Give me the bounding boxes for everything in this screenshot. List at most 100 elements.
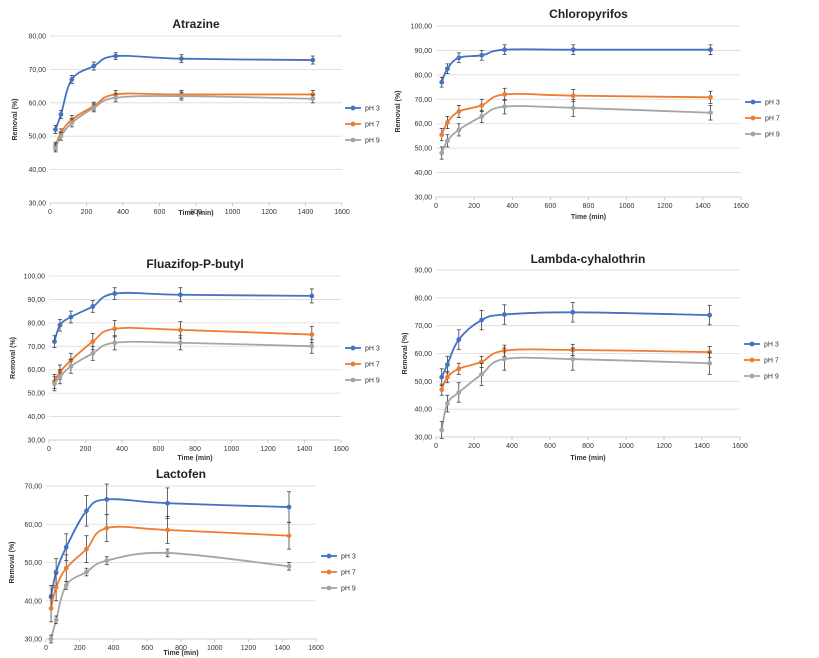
- legend-marker: [326, 569, 332, 575]
- chart-panel: Lactofen 30,00 40,00 50,00 60,00 70,00 0 200 400…: [9, 467, 356, 657]
- data-point: [286, 533, 292, 539]
- y-tick-label: 90,00: [414, 48, 432, 55]
- data-point: [113, 95, 119, 101]
- data-point: [53, 127, 58, 132]
- legend-label: pH 9: [341, 586, 356, 593]
- x-tick-label: 800: [190, 209, 202, 216]
- legend-label: pH 7: [365, 122, 380, 129]
- data-point: [502, 312, 507, 317]
- y-tick-label: 70,00: [414, 97, 432, 104]
- x-tick-label: 1600: [333, 446, 349, 453]
- data-point: [84, 569, 89, 575]
- y-tick-label: 80,00: [28, 34, 46, 41]
- data-point: [439, 132, 445, 138]
- x-tick-label: 1200: [656, 443, 672, 450]
- y-tick-label: 50,00: [414, 379, 432, 386]
- data-point: [58, 112, 64, 117]
- legend-label: pH 7: [341, 570, 356, 577]
- series-ph-7: [439, 343, 712, 396]
- data-point: [570, 105, 576, 111]
- x-tick-label: 1600: [732, 443, 748, 450]
- x-tick-label: 1000: [618, 443, 634, 450]
- x-tick-label: 1000: [207, 645, 223, 652]
- series-ph-9: [439, 98, 713, 160]
- y-tick-label: 90,00: [414, 268, 432, 275]
- legend-label: pH 3: [764, 342, 779, 349]
- legend-label: pH 9: [365, 138, 380, 145]
- data-point: [69, 77, 75, 82]
- x-tick-label: 800: [582, 443, 594, 450]
- data-point: [456, 127, 462, 133]
- chart-panel: Chloropyrifos 30,00 40,00 50,00 60,00 70,00 80…: [395, 7, 780, 221]
- data-point: [84, 546, 89, 552]
- data-point: [57, 322, 63, 328]
- data-point: [708, 94, 713, 100]
- x-tick-label: 800: [175, 645, 187, 652]
- data-point: [63, 583, 69, 588]
- data-point: [178, 340, 183, 346]
- data-point: [502, 92, 508, 97]
- chart-title: Fluazifop-P-butyl: [146, 257, 243, 271]
- y-tick-label: 70,00: [28, 67, 46, 74]
- y-tick-label: 60,00: [414, 351, 432, 358]
- legend-marker: [350, 361, 356, 367]
- chart-panel: Lambda-cyhalothrin 30,00 40,00 50,00 60,00 70…: [402, 252, 779, 462]
- y-axis-label: Removal (%): [9, 541, 16, 583]
- data-point: [502, 356, 507, 362]
- series-ph-7: [439, 87, 713, 142]
- series-line: [54, 92, 313, 147]
- x-tick-label: 0: [434, 203, 438, 210]
- x-tick-label: 600: [153, 446, 165, 453]
- data-point: [456, 109, 462, 114]
- legend-item: pH 3: [345, 346, 380, 353]
- legend-marker: [750, 99, 756, 105]
- y-tick-label: 60,00: [24, 522, 42, 529]
- y-axis-label: Removal (%): [10, 337, 17, 379]
- y-axis-label: Removal (%): [402, 332, 409, 374]
- legend-item: pH 7: [744, 358, 779, 365]
- data-point: [286, 563, 292, 569]
- y-tick-label: 100,00: [411, 24, 433, 31]
- data-point: [309, 343, 315, 349]
- legend-item: pH 7: [345, 122, 380, 129]
- legend-label: pH 9: [765, 132, 780, 139]
- series-ph-3: [439, 44, 713, 88]
- data-point: [570, 93, 576, 99]
- x-axis-label: Time (min): [178, 210, 213, 217]
- data-point: [445, 120, 450, 125]
- data-point: [445, 362, 450, 368]
- series-ph-9: [439, 347, 712, 439]
- legend-marker: [350, 121, 356, 127]
- series-ph-3: [53, 52, 316, 134]
- chart-title: Lactofen: [156, 467, 206, 481]
- data-point: [708, 47, 713, 53]
- data-point: [48, 636, 54, 642]
- legend-marker: [750, 131, 756, 137]
- x-axis-label: Time (min): [571, 214, 606, 221]
- x-tick-label: 1000: [225, 209, 241, 216]
- data-point: [456, 390, 462, 395]
- legend-marker: [350, 377, 356, 383]
- y-tick-label: 70,00: [24, 484, 42, 491]
- data-point: [708, 110, 713, 116]
- x-tick-label: 400: [506, 203, 518, 210]
- data-point: [53, 569, 59, 575]
- y-tick-label: 50,00: [24, 560, 42, 567]
- series-ph-9: [48, 548, 292, 644]
- x-tick-label: 1200: [657, 203, 673, 210]
- y-tick-label: 30,00: [24, 637, 42, 644]
- x-tick-label: 600: [141, 645, 153, 652]
- legend-marker: [749, 341, 755, 347]
- data-point: [439, 150, 445, 156]
- x-tick-label: 400: [506, 443, 518, 450]
- data-point: [104, 558, 110, 563]
- x-tick-label: 600: [154, 209, 166, 216]
- legend-marker: [326, 585, 332, 591]
- data-point: [178, 292, 183, 298]
- x-tick-label: 200: [468, 443, 480, 450]
- legend-marker: [750, 115, 756, 121]
- x-tick-label: 800: [583, 203, 595, 210]
- legend-item: pH 3: [345, 106, 380, 113]
- data-point: [456, 337, 462, 342]
- legend-label: pH 3: [365, 346, 380, 353]
